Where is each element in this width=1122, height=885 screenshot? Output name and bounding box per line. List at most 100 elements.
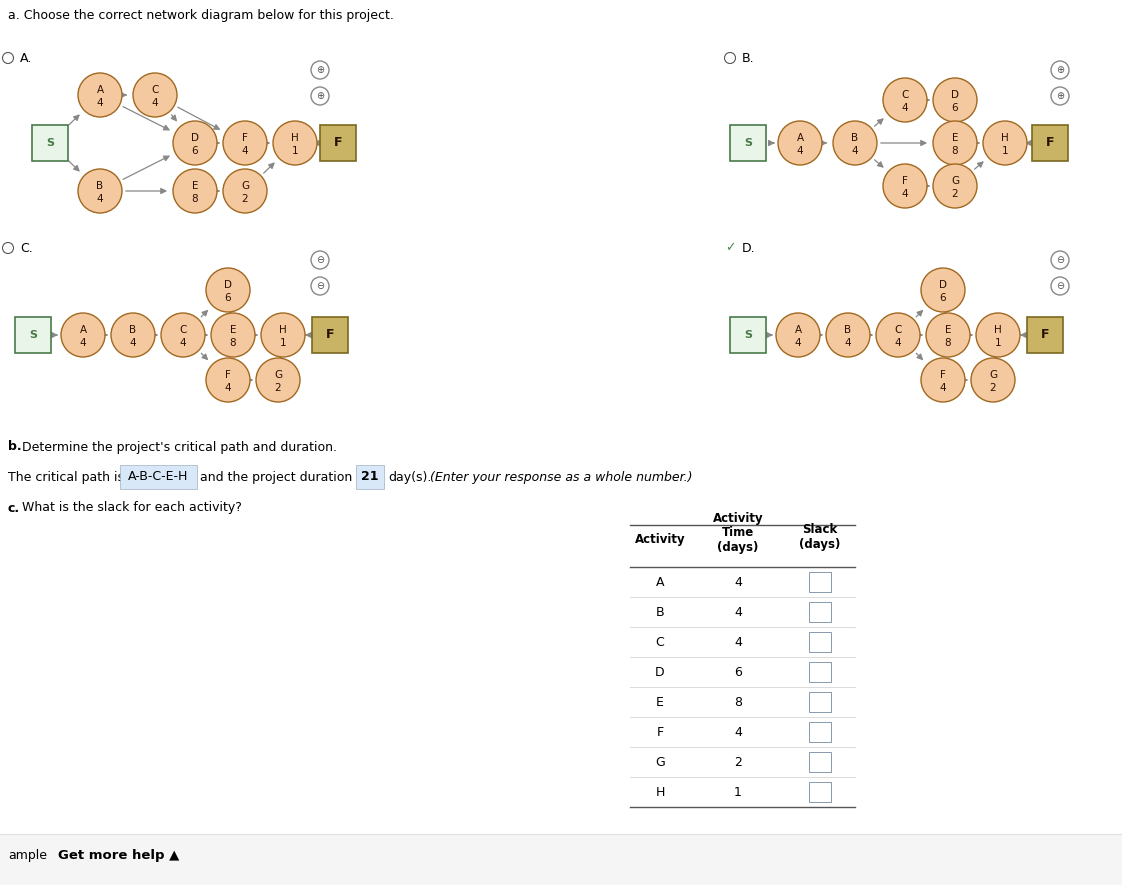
Circle shape: [223, 121, 267, 165]
Text: 4: 4: [96, 98, 103, 108]
Text: 6: 6: [940, 293, 946, 303]
Text: day(s).: day(s).: [388, 471, 431, 483]
Text: 4: 4: [151, 98, 158, 108]
FancyBboxPatch shape: [120, 465, 197, 489]
Circle shape: [173, 169, 217, 213]
Text: A: A: [80, 325, 86, 335]
Text: F: F: [940, 370, 946, 380]
Text: and the project duration is: and the project duration is: [200, 471, 366, 483]
Text: 2: 2: [951, 189, 958, 199]
Text: 4: 4: [797, 146, 803, 156]
Text: ⊖: ⊖: [1056, 281, 1064, 291]
Circle shape: [160, 313, 205, 357]
Text: F: F: [1046, 136, 1055, 150]
Text: a. Choose the correct network diagram below for this project.: a. Choose the correct network diagram be…: [8, 10, 394, 22]
Text: 1: 1: [279, 338, 286, 348]
Text: 6: 6: [734, 666, 742, 679]
Circle shape: [826, 313, 870, 357]
Text: B: B: [129, 325, 137, 335]
Text: 8: 8: [951, 146, 958, 156]
Circle shape: [926, 313, 971, 357]
Circle shape: [2, 52, 13, 64]
Text: H: H: [291, 133, 298, 143]
Text: S: S: [744, 138, 752, 148]
Text: 4: 4: [224, 383, 231, 393]
Text: G: G: [951, 176, 959, 186]
Circle shape: [79, 73, 122, 117]
Circle shape: [311, 61, 329, 79]
Text: 1: 1: [734, 786, 742, 798]
Text: A: A: [96, 85, 103, 95]
Text: ample: ample: [8, 849, 47, 861]
Text: b.: b.: [8, 441, 21, 453]
Circle shape: [876, 313, 920, 357]
Circle shape: [934, 78, 977, 122]
Circle shape: [1051, 277, 1069, 295]
Text: ✓: ✓: [725, 242, 735, 255]
Text: G: G: [241, 181, 249, 191]
Text: F: F: [333, 136, 342, 150]
Text: G: G: [988, 370, 997, 380]
Text: E: E: [945, 325, 951, 335]
Text: 4: 4: [940, 383, 946, 393]
Text: G: G: [655, 756, 665, 768]
Text: F: F: [242, 133, 248, 143]
Text: 4: 4: [80, 338, 86, 348]
Text: 4: 4: [241, 146, 248, 156]
FancyBboxPatch shape: [15, 317, 50, 353]
Text: H: H: [279, 325, 287, 335]
FancyBboxPatch shape: [730, 317, 766, 353]
Text: C: C: [180, 325, 186, 335]
Text: C: C: [655, 635, 664, 649]
FancyBboxPatch shape: [809, 572, 831, 592]
Circle shape: [79, 169, 122, 213]
Text: ⊕: ⊕: [316, 65, 324, 75]
Circle shape: [211, 313, 255, 357]
Circle shape: [134, 73, 177, 117]
Circle shape: [1051, 251, 1069, 269]
Text: 2: 2: [990, 383, 996, 393]
Text: 4: 4: [902, 103, 909, 113]
Text: D: D: [224, 280, 232, 290]
Text: 4: 4: [845, 338, 852, 348]
Text: (Enter your response as a whole number.): (Enter your response as a whole number.): [430, 471, 692, 483]
Circle shape: [311, 277, 329, 295]
Text: C: C: [901, 90, 909, 100]
Text: B: B: [852, 133, 858, 143]
Circle shape: [311, 87, 329, 105]
Text: E: E: [230, 325, 237, 335]
Text: D: D: [951, 90, 959, 100]
Circle shape: [776, 313, 820, 357]
Text: 1: 1: [292, 146, 298, 156]
FancyBboxPatch shape: [33, 125, 68, 161]
Text: ⊖: ⊖: [316, 281, 324, 291]
Text: 4: 4: [180, 338, 186, 348]
Text: 6: 6: [192, 146, 199, 156]
Text: A: A: [655, 575, 664, 589]
Circle shape: [983, 121, 1027, 165]
Text: ⊕: ⊕: [1056, 91, 1064, 101]
Text: F: F: [325, 328, 334, 342]
Text: S: S: [744, 330, 752, 340]
Text: 4: 4: [734, 605, 742, 619]
Text: D: D: [191, 133, 199, 143]
Circle shape: [311, 251, 329, 269]
Circle shape: [921, 268, 965, 312]
Text: D: D: [655, 666, 665, 679]
Text: Get more help ▲: Get more help ▲: [58, 849, 180, 861]
Text: 21: 21: [361, 471, 379, 483]
Text: B: B: [845, 325, 852, 335]
Circle shape: [173, 121, 217, 165]
Text: S: S: [29, 330, 37, 340]
Text: H: H: [655, 786, 664, 798]
Text: A: A: [794, 325, 801, 335]
FancyBboxPatch shape: [809, 662, 831, 682]
Text: Activity
Time
(days): Activity Time (days): [712, 512, 763, 554]
Text: H: H: [1001, 133, 1009, 143]
Text: 6: 6: [224, 293, 231, 303]
Text: B.: B.: [742, 51, 755, 65]
Text: 4: 4: [130, 338, 136, 348]
Circle shape: [921, 358, 965, 402]
Circle shape: [206, 358, 250, 402]
Text: The critical path is: The critical path is: [8, 471, 125, 483]
